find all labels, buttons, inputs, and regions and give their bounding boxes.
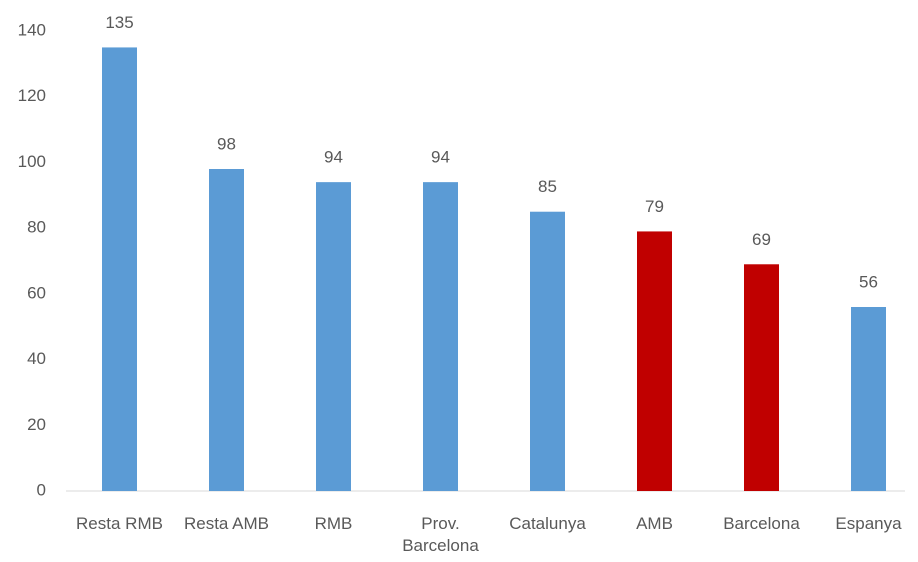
bar [637,231,672,491]
x-tick-label: Catalunya [509,514,586,533]
value-label: 135 [105,13,133,32]
value-label: 79 [645,197,664,216]
y-tick-label: 40 [27,349,46,368]
x-tick-label: Prov. Barcelona [402,514,479,555]
bar [423,182,458,491]
value-label: 98 [217,134,236,153]
x-tick-label: Barcelona [723,514,800,533]
x-tick-label: RMB [314,514,353,533]
y-tick-label: 140 [18,20,46,39]
value-label: 85 [538,177,557,196]
y-tick-label: 60 [27,283,46,302]
value-label: 94 [431,148,450,167]
x-tick-label: Espanya [835,514,902,533]
bar [209,169,244,491]
bar [744,264,779,491]
value-label: 69 [752,230,771,249]
y-tick-label: 120 [18,86,46,105]
x-tick-label: Resta AMB [183,514,270,533]
y-tick-label: 20 [27,415,46,434]
y-tick-label: 80 [27,218,46,237]
bar [851,307,886,491]
x-tick-label: Resta RMB [76,514,163,533]
value-label: 94 [324,148,343,167]
y-tick-label: 0 [37,480,46,499]
bar [530,211,565,491]
bar [102,47,137,492]
y-tick-label: 100 [18,152,46,171]
bar [316,182,351,491]
value-label: 56 [859,272,878,291]
x-tick-label: AMB [636,514,673,533]
